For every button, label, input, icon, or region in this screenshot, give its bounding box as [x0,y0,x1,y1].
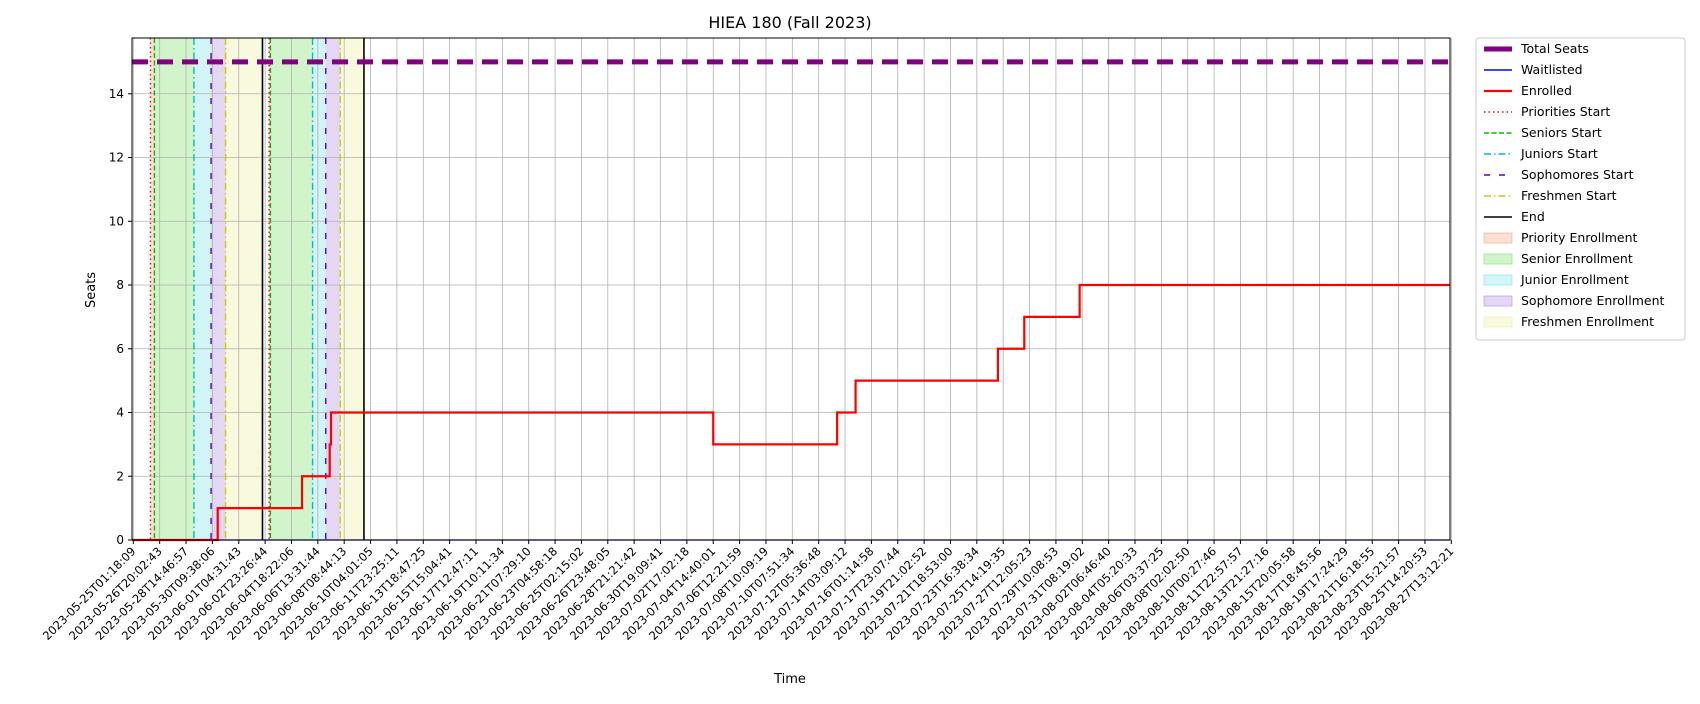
y-tick-label: 8 [116,278,124,292]
legend-entry: Freshmen Enrollment [1521,314,1654,329]
region-freshmen-enrollment [225,38,263,540]
y-axis-label: Seats [84,272,99,308]
legend-entry: Freshmen Start [1521,188,1617,203]
grid [132,38,1452,541]
legend-swatch [1483,232,1513,244]
legend-entry: Priorities Start [1521,104,1610,119]
y-tick-label: 10 [109,214,124,228]
legend-entry: Total Seats [1520,41,1589,56]
legend-entry: Sophomore Enrollment [1521,293,1665,308]
legend-swatch [1483,253,1513,265]
region-priority-enrollment [150,38,155,540]
legend-entry: Senior Enrollment [1521,251,1633,266]
x-axis-label: Time [773,672,806,687]
legend-entry: End [1521,209,1545,224]
region-senior-enrollment [154,38,194,540]
series-enrolled [132,283,1450,542]
y-tick-label: 0 [116,533,124,547]
legend-swatch [1483,295,1513,307]
region-junior-enrollment [312,38,326,540]
legend-entry: Seniors Start [1521,125,1602,140]
phase-lines [149,38,365,540]
legend-swatch [1483,316,1513,328]
plot-frame [131,37,1451,541]
shaded-regions [150,38,364,540]
legend-entry: Enrolled [1521,83,1572,98]
region-sophomore-enrollment [211,38,226,540]
y-tick-label: 4 [116,406,124,420]
y-tick-label: 14 [109,87,124,101]
region-junior-enrollment [193,38,212,540]
y-tick-label: 6 [116,342,124,356]
y-tick-label: 2 [116,469,124,483]
region-sophomore-enrollment [325,38,341,540]
legend-entry: Junior Enrollment [1520,272,1629,287]
chart-title: HIEA 180 (Fall 2023) [708,13,871,32]
y-tick-label: 12 [109,151,124,165]
legend-entry: Sophomores Start [1521,167,1634,182]
legend-entry: Waitlisted [1521,62,1583,77]
legend-entry: Juniors Start [1520,146,1598,161]
legend: Total Seats Waitlisted Enrolled Priorities … [1475,37,1686,341]
region-freshmen-enrollment [340,38,364,540]
legend-entry: Priority Enrollment [1521,230,1638,245]
legend-box [1475,37,1686,341]
legend-swatch [1483,274,1513,286]
